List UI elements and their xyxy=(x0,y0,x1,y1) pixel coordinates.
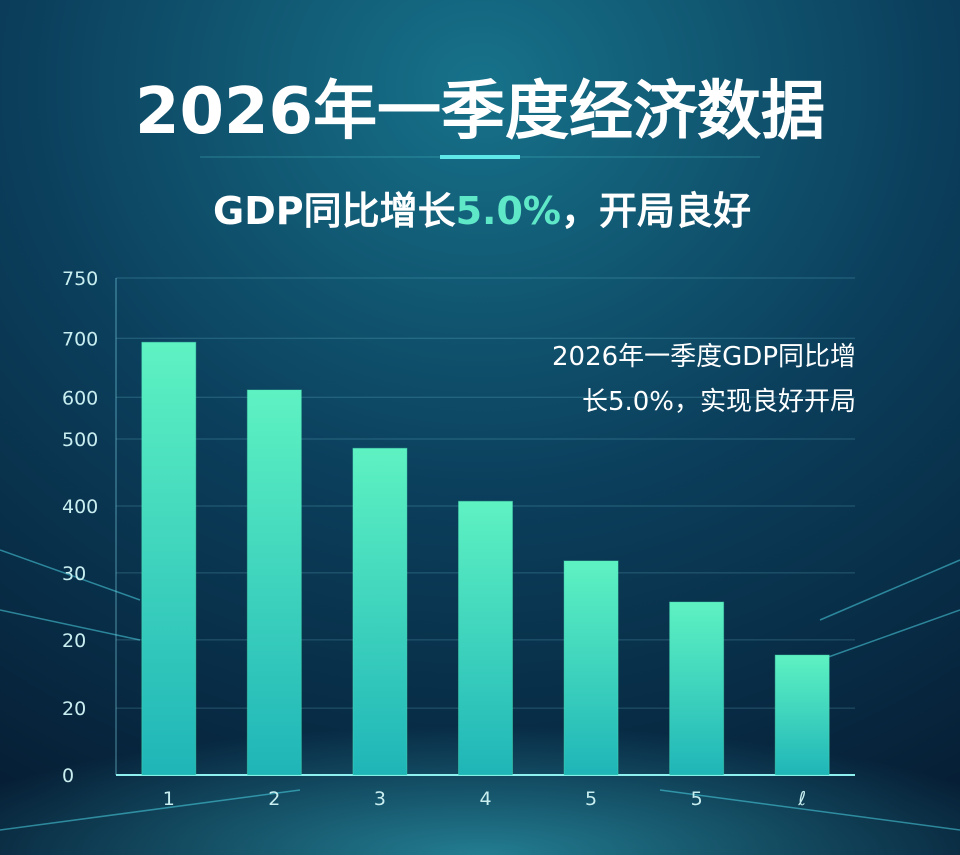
bar xyxy=(141,341,197,776)
bar xyxy=(563,560,619,776)
bar xyxy=(246,389,302,776)
light-streaks xyxy=(0,549,960,831)
y-tick-label: 600 xyxy=(62,387,98,409)
annotation: 2026年一季度GDP同比增 xyxy=(552,342,856,372)
bar xyxy=(669,601,725,776)
chart-title: 2026年一季度经济数据 xyxy=(135,75,825,149)
bar xyxy=(458,500,513,776)
y-tick-label: 750 xyxy=(62,268,98,290)
subtitle-text: GDP同比增长 xyxy=(213,189,456,233)
y-tick-label: 500 xyxy=(62,429,98,451)
subtitle-text: ，开局良好 xyxy=(561,189,751,233)
x-tick-label: 4 xyxy=(479,788,491,810)
annotation: 长5.0%，实现良好开局 xyxy=(582,387,856,417)
chart-subtitle: GDP同比增长5.0%，开局良好 xyxy=(213,189,751,233)
y-tick-label: 30 xyxy=(62,563,86,585)
bar xyxy=(774,654,830,776)
y-tick-label: 20 xyxy=(62,698,86,720)
x-tick-label: 5 xyxy=(585,788,597,810)
bar xyxy=(352,447,408,776)
y-tick-label: 400 xyxy=(62,496,98,518)
x-tick-label: 1 xyxy=(163,788,175,810)
x-tick-label: 3 xyxy=(374,788,386,810)
y-tick-label: 20 xyxy=(62,630,86,652)
x-tick-label: 2 xyxy=(268,788,280,810)
y-tick-label: 0 xyxy=(62,765,74,787)
x-tick-label: 5 xyxy=(691,788,703,810)
x-tick-label: ℓ xyxy=(797,788,806,810)
y-tick-label: 700 xyxy=(62,328,98,350)
subtitle-highlight: 5.0% xyxy=(456,189,561,233)
